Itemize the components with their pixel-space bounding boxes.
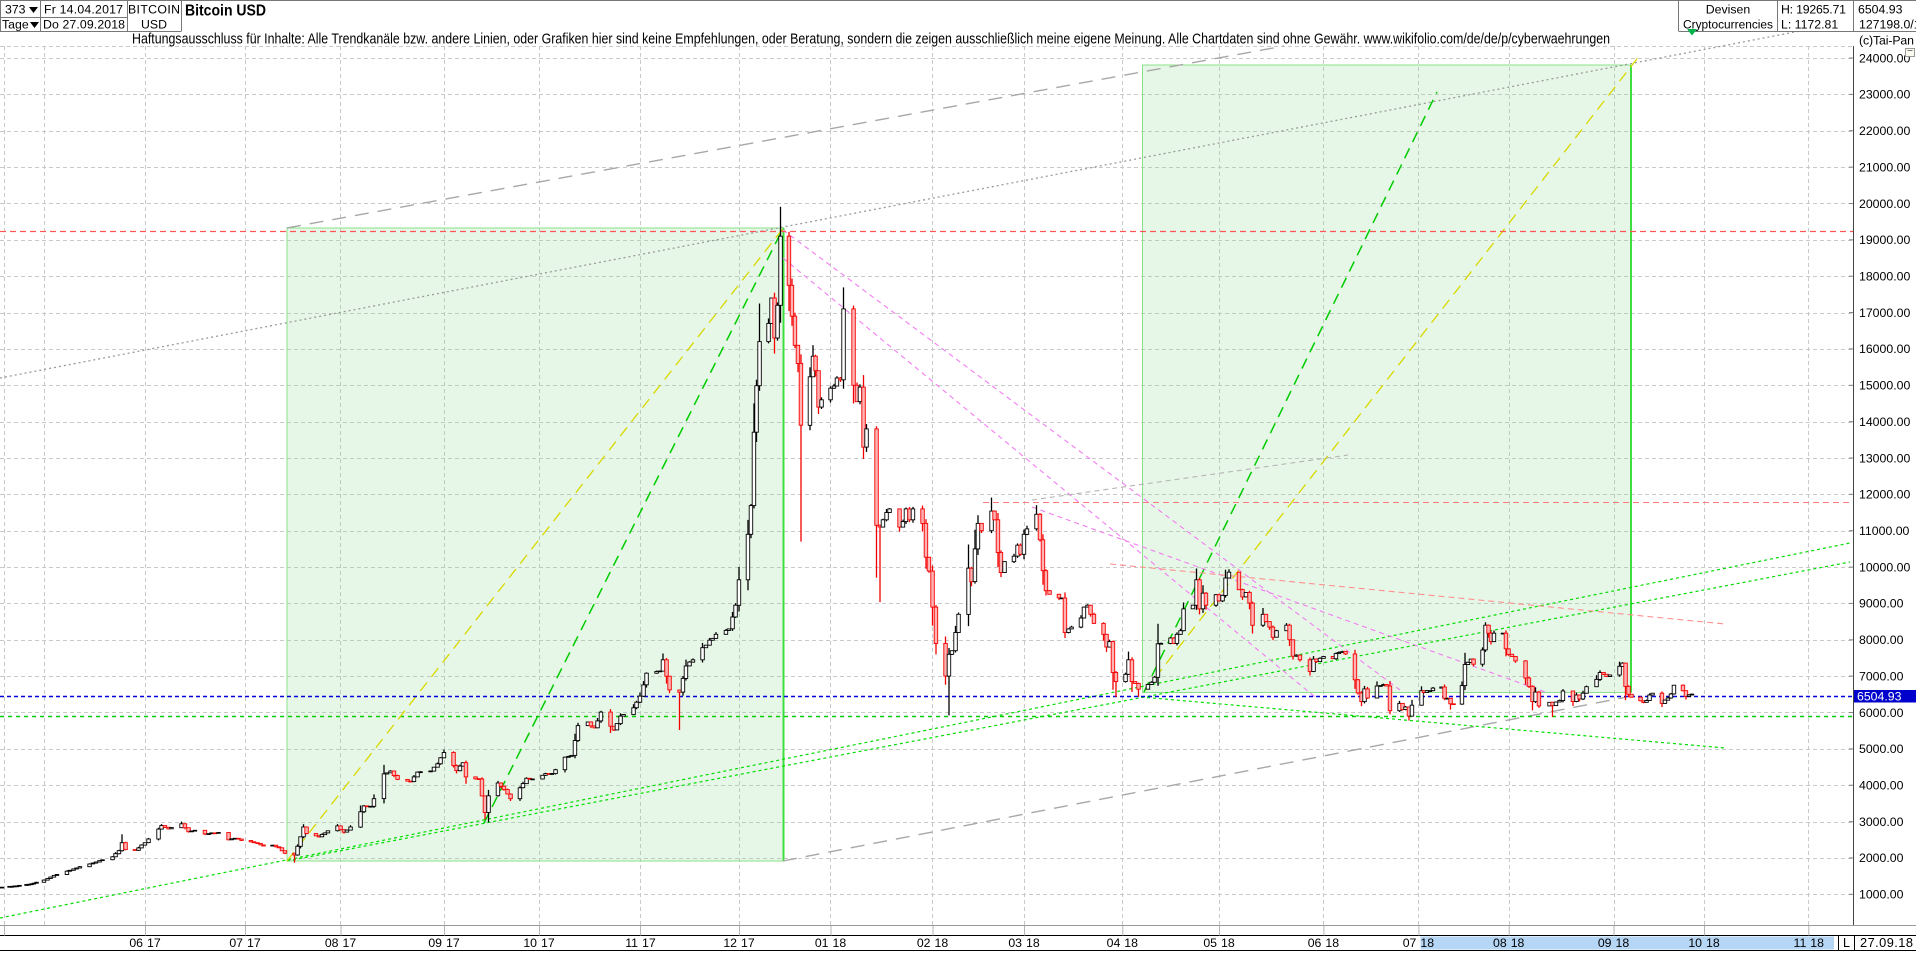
svg-text:L: L <box>1843 936 1850 950</box>
svg-text:H: 19265.71: H: 19265.71 <box>1781 3 1846 17</box>
svg-text:18: 18 <box>1810 936 1824 950</box>
svg-text:3000.00: 3000.00 <box>1859 815 1904 829</box>
svg-text:127198.0/1: 127198.0/1 <box>1859 18 1916 32</box>
svg-text:Devisen: Devisen <box>1706 3 1751 17</box>
svg-text:10000.00: 10000.00 <box>1859 560 1910 574</box>
svg-text:20000.00: 20000.00 <box>1859 197 1910 211</box>
svg-text:18: 18 <box>1706 936 1720 950</box>
svg-text:19000.00: 19000.00 <box>1859 233 1910 247</box>
svg-text:03: 03 <box>1008 936 1022 950</box>
svg-text:Cryptocurrencies: Cryptocurrencies <box>1683 18 1773 32</box>
svg-text:12000.00: 12000.00 <box>1859 488 1910 502</box>
svg-text:2000.00: 2000.00 <box>1859 851 1904 865</box>
svg-text:09: 09 <box>1598 936 1612 950</box>
svg-text:Haftungsausschluss für Inhalte: Haftungsausschluss für Inhalte: Alle Tre… <box>132 32 1610 48</box>
svg-text:24000.00: 24000.00 <box>1859 51 1910 65</box>
svg-text:17: 17 <box>147 936 161 950</box>
svg-text:08: 08 <box>325 936 339 950</box>
svg-text:27.09.18: 27.09.18 <box>1860 935 1913 950</box>
svg-text:Do 27.09.2018: Do 27.09.2018 <box>43 18 125 32</box>
svg-text:BITCOIN: BITCOIN <box>128 3 180 17</box>
svg-text:06: 06 <box>1308 936 1322 950</box>
svg-text:18: 18 <box>1511 936 1525 950</box>
svg-text:12: 12 <box>723 936 737 950</box>
svg-text:7000.00: 7000.00 <box>1859 669 1904 683</box>
svg-text:18: 18 <box>1420 936 1434 950</box>
svg-text:17: 17 <box>642 936 656 950</box>
svg-text:09: 09 <box>428 936 442 950</box>
svg-text:11: 11 <box>625 936 638 950</box>
svg-text:L: 1172.81: L: 1172.81 <box>1781 18 1838 32</box>
svg-text:17000.00: 17000.00 <box>1859 306 1910 320</box>
svg-text:10: 10 <box>1688 936 1702 950</box>
svg-text:18: 18 <box>935 936 949 950</box>
svg-text:02: 02 <box>917 936 931 950</box>
svg-text:13000.00: 13000.00 <box>1859 451 1910 465</box>
svg-text:Bitcoin USD: Bitcoin USD <box>185 3 266 20</box>
svg-text:17: 17 <box>741 936 755 950</box>
svg-text:17: 17 <box>446 936 460 950</box>
svg-text:18: 18 <box>833 936 847 950</box>
svg-text:15000.00: 15000.00 <box>1859 379 1910 393</box>
svg-text:18: 18 <box>1221 936 1235 950</box>
svg-text:11: 11 <box>1794 936 1807 950</box>
svg-text:18: 18 <box>1325 936 1339 950</box>
svg-text:21000.00: 21000.00 <box>1859 160 1910 174</box>
svg-text:Tage: Tage <box>2 18 29 32</box>
svg-text:17: 17 <box>541 936 555 950</box>
svg-text:6504.93: 6504.93 <box>1857 690 1902 704</box>
svg-text:01: 01 <box>815 936 829 950</box>
svg-text:16000.00: 16000.00 <box>1859 342 1910 356</box>
svg-text:17: 17 <box>247 936 261 950</box>
svg-text:08: 08 <box>1493 936 1507 950</box>
svg-text:6000.00: 6000.00 <box>1859 706 1904 720</box>
svg-text:07: 07 <box>1403 936 1417 950</box>
svg-text:5000.00: 5000.00 <box>1859 742 1904 756</box>
svg-text:18: 18 <box>1124 936 1138 950</box>
svg-text:17: 17 <box>343 936 357 950</box>
svg-text:8000.00: 8000.00 <box>1859 633 1904 647</box>
svg-text:14000.00: 14000.00 <box>1859 415 1910 429</box>
svg-text:11000.00: 11000.00 <box>1859 524 1910 538</box>
svg-text:06: 06 <box>129 936 143 950</box>
svg-text:4000.00: 4000.00 <box>1859 779 1904 793</box>
svg-text:18: 18 <box>1026 936 1040 950</box>
svg-text:23000.00: 23000.00 <box>1859 88 1910 102</box>
svg-text:07: 07 <box>229 936 243 950</box>
svg-text:04: 04 <box>1107 936 1121 950</box>
svg-text:6504.93: 6504.93 <box>1858 3 1903 17</box>
svg-text:373: 373 <box>5 3 26 17</box>
svg-text:Fr 14.04.2017: Fr 14.04.2017 <box>44 3 123 17</box>
svg-text:9000.00: 9000.00 <box>1859 597 1904 611</box>
svg-text:18: 18 <box>1616 936 1630 950</box>
svg-text:10: 10 <box>523 936 537 950</box>
svg-text:05: 05 <box>1203 936 1217 950</box>
svg-text:(c)Tai-Pan: (c)Tai-Pan <box>1859 34 1914 48</box>
svg-text:USD: USD <box>141 18 167 32</box>
svg-text:22000.00: 22000.00 <box>1859 124 1910 138</box>
svg-text:1000.00: 1000.00 <box>1859 888 1904 902</box>
svg-text:18000.00: 18000.00 <box>1859 270 1910 284</box>
